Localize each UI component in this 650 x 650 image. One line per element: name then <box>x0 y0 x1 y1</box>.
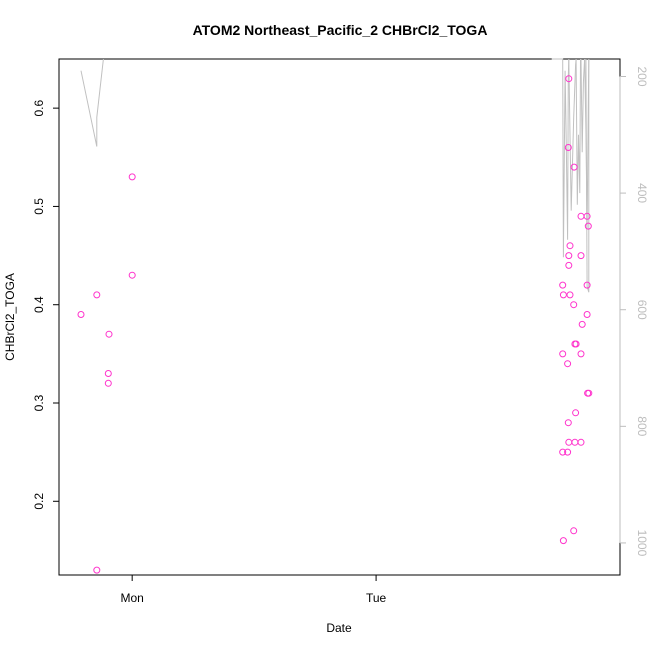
y-tick-label: 0.4 <box>32 296 46 313</box>
pressure-trace-3 <box>575 58 581 205</box>
data-point <box>559 291 567 299</box>
data-point <box>571 438 579 446</box>
data-point <box>572 340 580 348</box>
data-point <box>570 163 578 171</box>
data-point <box>577 252 585 260</box>
data-point <box>77 311 85 318</box>
y-right-tick-label: 400 <box>635 183 649 203</box>
y-right-tick-label: 600 <box>635 300 649 320</box>
data-point <box>104 379 112 387</box>
data-point <box>566 291 574 299</box>
x-axis: Mon Tue <box>121 574 387 605</box>
pressure-trace-0 <box>80 58 104 147</box>
data-point <box>570 527 578 535</box>
data-point <box>128 271 136 279</box>
y-axis-right: 200 400 600 800 1000 <box>619 66 649 557</box>
data-point <box>577 212 585 220</box>
data-point <box>585 389 593 397</box>
data-point <box>93 566 101 574</box>
data-point <box>559 537 567 545</box>
x-tick-label: Mon <box>121 591 144 605</box>
data-point <box>583 281 591 289</box>
data-point <box>559 448 567 456</box>
data-point <box>559 350 567 358</box>
x-tick-label: Tue <box>366 591 387 605</box>
data-point <box>559 281 567 289</box>
y-right-tick-label: 800 <box>635 416 649 436</box>
x-axis-label: Date <box>326 621 352 635</box>
data-point <box>570 301 578 309</box>
y-right-tick-label: 1000 <box>635 530 649 557</box>
pressure-trace-1 <box>551 58 570 258</box>
y-tick-label: 0.6 <box>32 99 46 116</box>
y-tick-label: 0.2 <box>32 493 46 510</box>
plot-frame <box>58 58 621 576</box>
data-point <box>564 419 572 427</box>
y-axis-label: CHBrCl2_TOGA <box>3 273 17 361</box>
pressure-trace-6 <box>585 58 590 293</box>
data-point <box>565 75 573 83</box>
y-axis-left: 0.2 0.3 0.4 0.5 0.6 <box>32 99 60 510</box>
data-point <box>565 252 573 260</box>
data-point <box>577 350 585 358</box>
data-point <box>583 311 591 318</box>
data-point <box>104 370 112 377</box>
pressure-trace-4 <box>580 58 586 153</box>
data-point <box>564 144 572 151</box>
data-point <box>566 242 574 250</box>
data-points <box>77 75 593 574</box>
pressure-traces <box>80 58 590 293</box>
data-point <box>565 438 573 446</box>
y-tick-label: 0.3 <box>32 394 46 411</box>
data-point <box>577 438 585 446</box>
data-point <box>564 448 572 456</box>
data-point <box>564 360 572 368</box>
data-point <box>583 212 591 220</box>
chart-title: ATOM2 Northeast_Pacific_2 CHBrCl2_TOGA <box>193 22 488 38</box>
data-point <box>565 261 573 269</box>
y-right-tick-label: 200 <box>635 66 649 86</box>
data-point <box>578 320 586 328</box>
data-point <box>128 173 136 181</box>
data-point <box>105 330 113 338</box>
data-point <box>93 291 101 299</box>
data-point <box>584 222 592 230</box>
data-point <box>572 409 580 417</box>
y-tick-label: 0.5 <box>32 198 46 215</box>
